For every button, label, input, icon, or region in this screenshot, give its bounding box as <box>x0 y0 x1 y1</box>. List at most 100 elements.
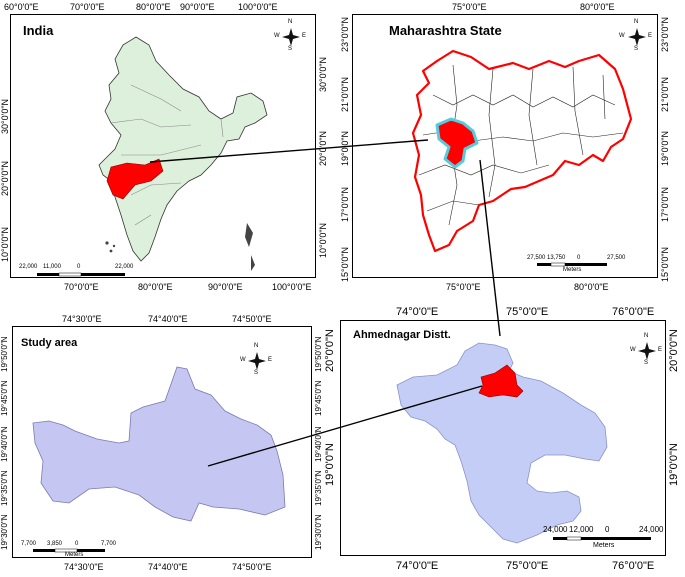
ms-left-tick-1: 21°0'0"N <box>340 76 350 112</box>
an-bottom-tick-0: 74°0'0"E <box>396 560 439 572</box>
ms-left-tick-4: 15°0'0"N <box>340 246 350 282</box>
india-left-tick-2: 10°0'0"N <box>0 226 10 262</box>
an-compass-s: S <box>644 360 649 366</box>
india-outline <box>98 36 268 262</box>
india-top-tick-2: 80°0'0"E <box>136 2 171 12</box>
an-scale-unit: Meters <box>593 542 615 549</box>
ahmednagar-title: Ahmednagar Distt. <box>353 329 451 341</box>
ms-top-tick-1: 80°0'0"E <box>580 2 615 12</box>
sa-scale-unit: Meters <box>65 552 84 558</box>
an-scale-3: 24,000 <box>639 525 664 534</box>
sa-left-tick-0: 19°50'0"N <box>0 336 9 372</box>
an-right-tick-0: 20°0'0"N <box>668 329 680 372</box>
ms-scale-unit: Meters <box>563 267 582 273</box>
an-scale-1: 12,000 <box>569 525 594 534</box>
india-right-tick-2: 10°0'0"N <box>318 222 328 258</box>
sa-left-tick-3: 19°35'0"N <box>0 470 9 506</box>
ms-compass-s: S <box>634 46 639 52</box>
ms-scale-2: 0 <box>577 255 581 261</box>
india-scale-1: 11,000 <box>43 264 61 270</box>
sa-scale-2: 0 <box>75 541 79 547</box>
ahmednagar-map <box>396 342 656 544</box>
ms-scale-0: 27,500 <box>527 255 546 261</box>
ms-scale-3: 27,500 <box>607 255 626 261</box>
sa-right-tick-2: 19°40'0"N <box>314 426 323 462</box>
ms-bottom-tick-1: 80°0'0"E <box>574 282 609 292</box>
sa-bottom-tick-1: 74°40'0"E <box>148 562 188 572</box>
an-top-tick-1: 75°0'0"E <box>506 306 549 318</box>
sa-left-tick-4: 19°30'0"N <box>0 514 9 550</box>
an-right-tick-1: 19°0'0"N <box>668 443 680 486</box>
india-maharashtra-highlight <box>106 158 164 200</box>
india-map <box>37 28 300 277</box>
ms-top-tick-0: 75°0'0"E <box>452 2 487 12</box>
compass-w: W <box>274 33 280 39</box>
sa-top-tick-0: 74°30'0"E <box>62 314 102 324</box>
india-map-panel: India N S E W 22,000 11,000 0 22,000 <box>10 14 316 278</box>
maharashtra-map-panel: Maharashtra State N S E W 27,500 13,750 … <box>352 14 658 278</box>
sa-scale-3: 7,700 <box>101 541 117 547</box>
sa-compass-s: S <box>254 370 259 376</box>
ahmednagar-scale-bar <box>553 536 651 541</box>
sa-compass-e: E <box>268 357 273 363</box>
india-scale-0: 22,000 <box>19 264 38 270</box>
india-bottom-tick-1: 80°0'0"E <box>138 282 173 292</box>
an-bottom-tick-1: 75°0'0"E <box>506 560 549 572</box>
ms-right-tick-4: 15°0'0"N <box>660 246 670 282</box>
an-scale-2: 0 <box>605 525 610 534</box>
ms-bottom-tick-0: 75°0'0"E <box>446 282 481 292</box>
maharashtra-title: Maharashtra State <box>389 23 502 38</box>
ms-left-tick-3: 17°0'0"N <box>340 186 350 222</box>
compass-s: S <box>288 46 293 52</box>
ms-compass-n: N <box>634 19 639 25</box>
ms-left-tick-0: 23°0'0"N <box>340 16 350 52</box>
india-top-tick-3: 90°0'0"E <box>180 2 215 12</box>
study-scale-bar <box>33 548 105 553</box>
india-bottom-tick-2: 90°0'0"E <box>208 282 243 292</box>
study-area-panel: Study area N S E W 7,700 3,850 0 7,700 M… <box>12 326 312 558</box>
india-top-tick-0: 60°0'0"E <box>4 2 39 12</box>
india-right-tick-0: 30°0'0"N <box>318 56 328 92</box>
sa-right-tick-0: 19°50'0"N <box>314 336 323 372</box>
ms-right-tick-0: 23°0'0"N <box>660 16 670 52</box>
compass-n: N <box>288 19 293 25</box>
sa-right-tick-3: 19°35'0"N <box>314 470 323 506</box>
an-scale-0: 24,000 <box>543 525 568 534</box>
study-area-title: Study area <box>21 337 78 349</box>
compass-e: E <box>302 33 307 39</box>
sa-right-tick-4: 19°30'0"N <box>314 514 323 550</box>
ms-right-tick-2: 19°0'0"N <box>660 130 670 166</box>
an-compass-w: W <box>630 347 636 353</box>
an-compass-e: E <box>658 347 663 353</box>
study-compass-rose <box>248 352 266 370</box>
sa-left-tick-2: 19°40'0"N <box>0 426 9 462</box>
sa-compass-w: W <box>240 357 246 363</box>
india-right-tick-1: 20°0'0"N <box>318 130 328 166</box>
island-dots <box>105 223 255 271</box>
sa-left-tick-1: 19°45'0"N <box>0 380 9 416</box>
india-title: India <box>23 23 54 38</box>
ms-scale-1: 13,750 <box>547 255 566 261</box>
ms-compass-e: E <box>648 33 653 39</box>
an-bottom-tick-2: 76°0'0"E <box>612 560 655 572</box>
ahmednagar-panel: Ahmednagar Distt. N S E W 24,000 12,000 … <box>340 320 666 556</box>
india-bottom-tick-3: 100°0'0"E <box>272 282 312 292</box>
india-left-tick-0: 30°0'0"N <box>0 98 10 134</box>
sa-bottom-tick-0: 74°30'0"E <box>64 562 104 572</box>
study-area-polygon <box>32 366 286 522</box>
india-scale-3: 22,000 <box>115 264 134 270</box>
an-left-tick-0: 20°0'0"N <box>324 329 336 372</box>
ahmednagar-compass-rose <box>638 342 656 360</box>
india-scale-2: 0 <box>77 264 81 270</box>
an-top-tick-2: 76°0'0"E <box>612 306 655 318</box>
an-top-tick-0: 74°0'0"E <box>396 306 439 318</box>
india-top-tick-1: 70°0'0"E <box>70 2 105 12</box>
ms-left-tick-2: 19°0'0"N <box>340 130 350 166</box>
sa-right-tick-1: 19°45'0"N <box>314 380 323 416</box>
ms-right-tick-3: 17°0'0"N <box>660 186 670 222</box>
ms-compass-w: W <box>619 33 625 39</box>
sa-top-tick-1: 74°40'0"E <box>148 314 188 324</box>
maharashtra-outline <box>411 49 633 253</box>
india-compass-rose <box>282 28 300 46</box>
maharashtra-map <box>411 28 646 267</box>
